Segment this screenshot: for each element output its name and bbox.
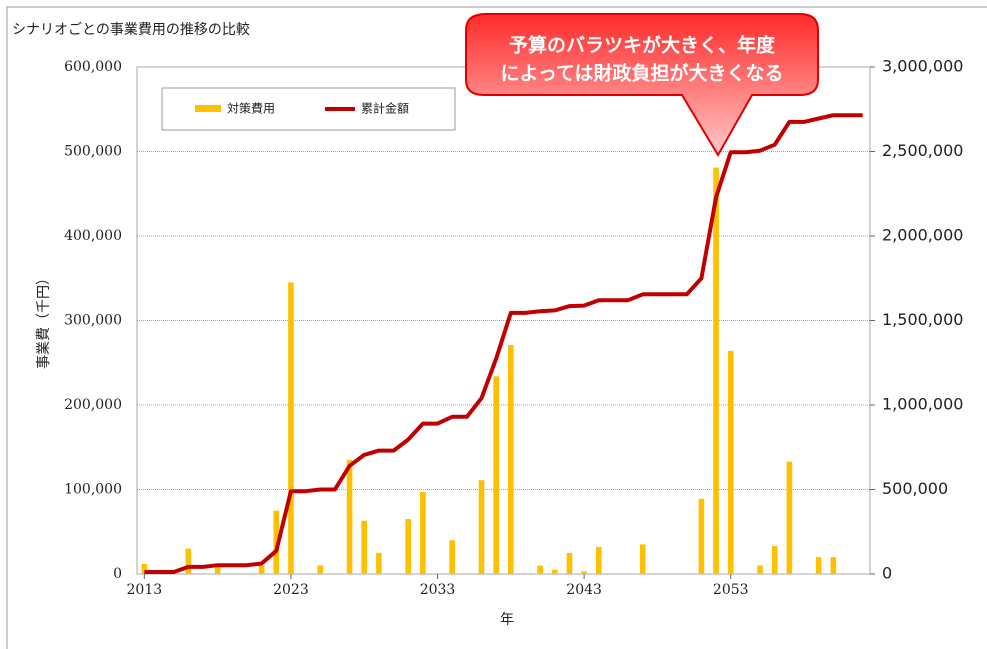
bar xyxy=(757,565,763,574)
bar xyxy=(698,498,705,574)
bar xyxy=(361,520,368,574)
x-tick-label: 2013 xyxy=(127,582,163,598)
bar xyxy=(493,376,499,574)
bar xyxy=(141,563,148,574)
bar xyxy=(771,546,778,574)
y2-tick-label: 3,000,000 xyxy=(882,57,963,76)
annotation: 予算のバラツキが大きく、年度 xyxy=(509,34,776,57)
x-tick-label: 2043 xyxy=(566,582,602,598)
bar xyxy=(185,548,192,574)
bar xyxy=(595,546,602,574)
y-tick-label: 200,000 xyxy=(64,397,122,413)
bar xyxy=(376,552,382,574)
bar xyxy=(830,557,837,574)
frame xyxy=(6,6,987,649)
y-tick-label: 500,000 xyxy=(64,144,122,160)
bar xyxy=(449,540,455,574)
bar xyxy=(537,565,543,574)
y-tick-label: 100,000 xyxy=(64,482,122,498)
bar xyxy=(273,510,280,574)
bar xyxy=(552,569,558,574)
bar xyxy=(346,459,353,574)
bar xyxy=(405,519,412,574)
y-tick-label: 0 xyxy=(113,566,122,582)
x-tick-label: 2053 xyxy=(713,582,749,598)
bar xyxy=(713,167,719,574)
y-axis-label: 事業費（千円） xyxy=(36,271,52,369)
callout xyxy=(465,13,819,157)
bar xyxy=(258,565,265,574)
line xyxy=(144,113,863,574)
bar xyxy=(214,565,221,574)
y-tick-label: 300,000 xyxy=(64,313,122,329)
y2-tick-label: 500,000 xyxy=(882,479,948,498)
y2-tick-label: 2,000,000 xyxy=(882,226,963,245)
bar xyxy=(786,461,793,574)
chart-title: シナリオごとの事業費用の推移の比較 xyxy=(12,22,250,38)
bar xyxy=(566,552,573,574)
legend-label: 累計金額 xyxy=(361,101,409,116)
x-tick-label: 2033 xyxy=(420,582,456,598)
bar xyxy=(317,565,324,574)
x-axis-label: 年 xyxy=(500,612,514,628)
y2-tick-label: 1,500,000 xyxy=(882,310,963,329)
bar xyxy=(581,571,587,574)
bar xyxy=(727,350,734,574)
y-tick-label: 400,000 xyxy=(64,228,122,244)
y2-tick-label: 0 xyxy=(882,564,892,583)
annotation: によっては財政負担が大きくなる xyxy=(500,62,783,85)
bar xyxy=(420,492,426,574)
bar xyxy=(288,282,294,574)
legend-swatch xyxy=(195,105,221,112)
bar xyxy=(508,345,514,574)
marks xyxy=(137,66,875,579)
y-tick-label: 600,000 xyxy=(64,59,122,75)
y2-tick-label: 1,000,000 xyxy=(882,395,963,414)
x-tick-label: 2023 xyxy=(273,582,309,598)
bar xyxy=(639,544,646,574)
y2-tick-label: 2,500,000 xyxy=(882,141,963,160)
legend-label: 対策費用 xyxy=(227,101,275,116)
bar xyxy=(478,480,485,574)
bar xyxy=(815,557,822,574)
